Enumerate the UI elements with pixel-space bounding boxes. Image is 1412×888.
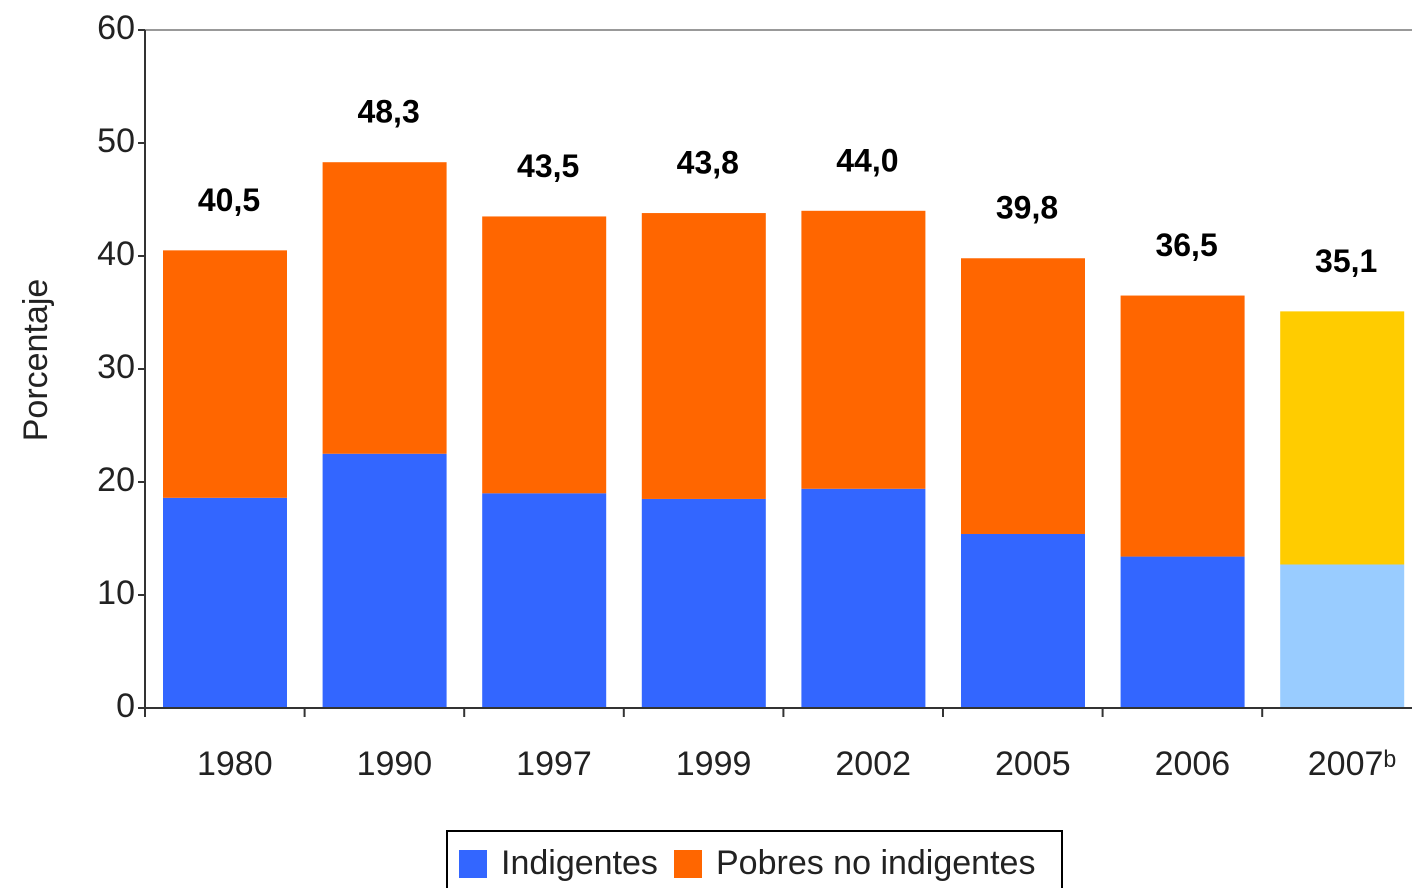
x-tick-label: 1997 xyxy=(516,745,592,783)
total-label: 43,5 xyxy=(517,148,579,184)
legend-box xyxy=(446,830,1063,888)
total-label: 48,3 xyxy=(357,94,419,130)
bar-segment xyxy=(801,210,926,489)
x-tick-label: 2002 xyxy=(835,745,911,783)
total-label: 35,1 xyxy=(1315,243,1377,279)
y-axis-label: Porcentaje xyxy=(17,279,55,442)
legend-label: Pobres no indigentes xyxy=(716,844,1035,882)
y-tick-label: 10 xyxy=(97,574,135,612)
legend-swatch xyxy=(459,850,487,878)
bar-segment xyxy=(482,493,607,708)
bar-segment xyxy=(322,453,447,708)
x-tick-label: 2006 xyxy=(1155,745,1231,783)
bar-segment xyxy=(1120,556,1245,708)
bar-segment xyxy=(482,216,607,494)
bar-segment xyxy=(961,258,1085,534)
y-tick-label: 30 xyxy=(97,348,135,386)
legend-label: Indigentes xyxy=(501,844,658,882)
x-tick-label: 1999 xyxy=(676,745,752,783)
bar-segment xyxy=(641,498,766,708)
total-label: 40,5 xyxy=(198,182,260,218)
bar-segment xyxy=(163,250,287,498)
bar-segment xyxy=(163,497,287,708)
x-tick-label: 2007ᵇ xyxy=(1308,745,1396,783)
bar-segment xyxy=(1120,295,1245,557)
x-tick-label: 1980 xyxy=(197,745,273,783)
bar-segment xyxy=(961,533,1085,708)
x-tick-label: 2005 xyxy=(995,745,1071,783)
y-tick-label: 60 xyxy=(97,9,135,47)
y-tick-label: 0 xyxy=(116,687,135,725)
total-label: 36,5 xyxy=(1155,227,1217,263)
total-label: 44,0 xyxy=(836,142,898,178)
y-tick-label: 50 xyxy=(97,122,135,160)
bar-segment xyxy=(641,213,766,499)
y-tick-label: 20 xyxy=(97,461,135,499)
y-tick-label: 40 xyxy=(97,235,135,273)
total-label: 39,8 xyxy=(996,190,1058,226)
bar-segment xyxy=(322,162,447,454)
legend-swatch xyxy=(674,850,702,878)
bar-segment xyxy=(801,488,926,708)
bar-segment xyxy=(1280,564,1405,708)
total-label: 43,8 xyxy=(677,145,739,181)
bar-segment xyxy=(1280,311,1405,565)
x-tick-label: 1990 xyxy=(357,745,433,783)
